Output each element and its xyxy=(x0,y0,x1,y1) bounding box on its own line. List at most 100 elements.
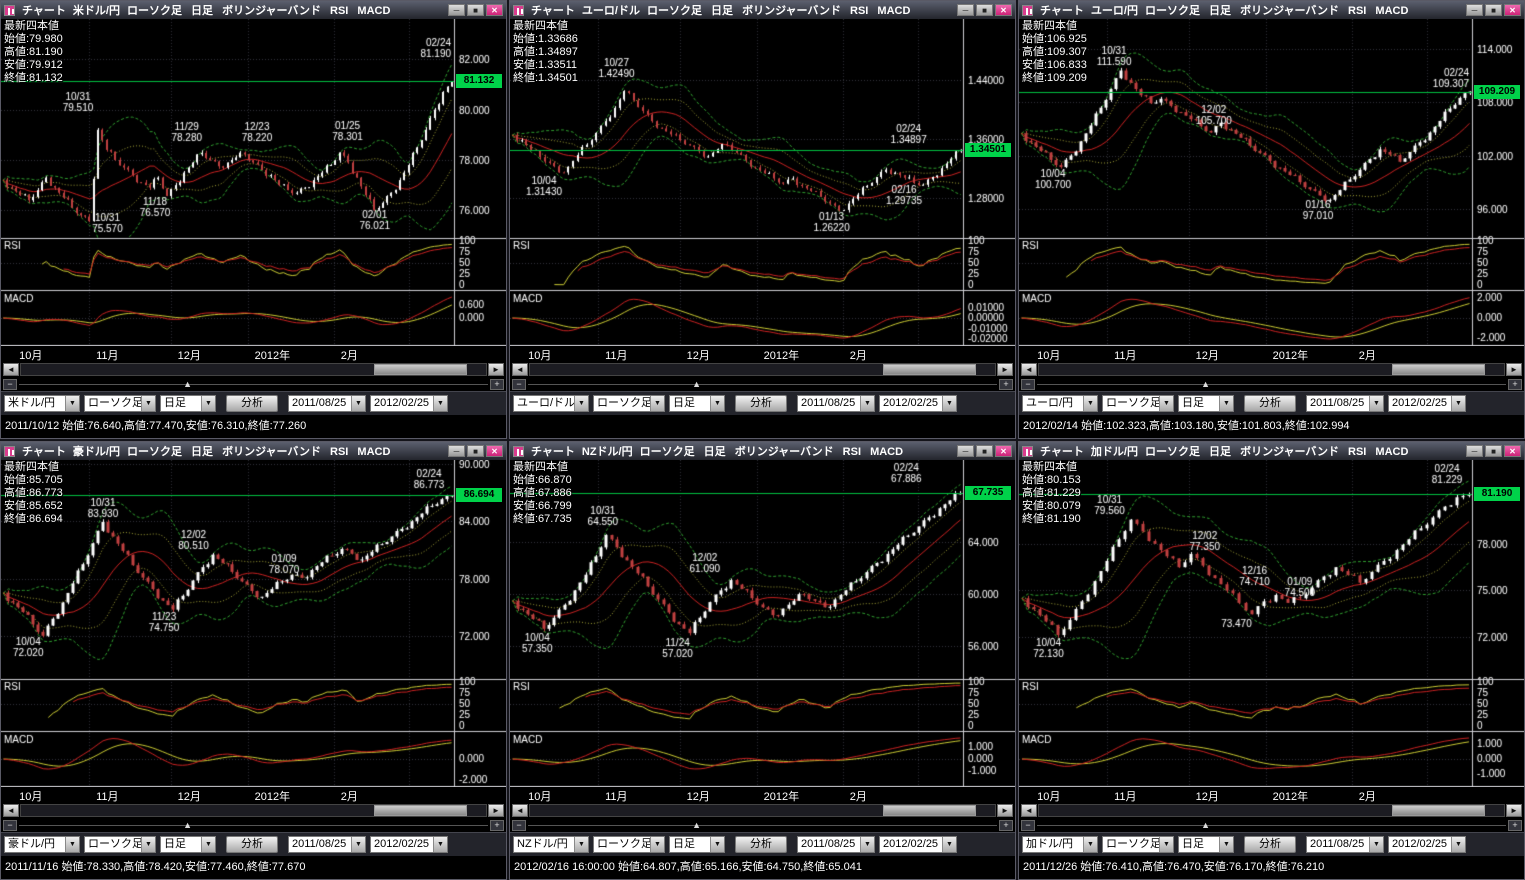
chart-scrollbar[interactable]: ◄ ► xyxy=(1,361,506,377)
zoom-slider-thumb[interactable]: ▲ xyxy=(1201,819,1211,830)
maximize-button[interactable]: ■ xyxy=(467,445,484,457)
zoom-slider[interactable]: − ▲ + xyxy=(510,818,1015,832)
chevron-down-icon[interactable]: ▼ xyxy=(574,396,588,411)
date-from-value[interactable]: 2011/08/25 xyxy=(801,397,856,409)
close-button[interactable]: ✕ xyxy=(995,445,1012,457)
scrollbar-thumb[interactable] xyxy=(1392,804,1486,816)
chevron-down-icon[interactable]: ▼ xyxy=(351,837,365,852)
scroll-right-button[interactable]: ► xyxy=(997,803,1013,817)
scrollbar-track[interactable] xyxy=(20,362,487,376)
pair-select-value[interactable]: ユーロ/ドル xyxy=(517,397,574,409)
zoom-in-button[interactable]: + xyxy=(999,819,1013,831)
date-from-select[interactable]: 2011/08/25 ▼ xyxy=(1306,395,1384,412)
period-select[interactable]: 日足 ▼ xyxy=(669,395,725,412)
window-titlebar[interactable]: チャート NZドル/円 ローソク足 日足 ボリンジャーバンド RSI MACD … xyxy=(510,442,1015,460)
zoom-slider-track[interactable]: ▲ xyxy=(19,379,488,390)
period-select[interactable]: 日足 ▼ xyxy=(160,836,216,853)
chart-scrollbar[interactable]: ◄ ► xyxy=(1019,361,1524,377)
zoom-slider-track[interactable]: ▲ xyxy=(528,379,997,390)
scrollbar-thumb[interactable] xyxy=(1392,363,1486,375)
maximize-button[interactable]: ■ xyxy=(1485,445,1502,457)
chevron-down-icon[interactable]: ▼ xyxy=(710,396,724,411)
date-from-select[interactable]: 2011/08/25 ▼ xyxy=(288,395,366,412)
window-titlebar[interactable]: チャート 米ドル/円 ローソク足 日足 ボリンジャーバンド RSI MACD ─… xyxy=(1,1,506,19)
pair-select-value[interactable]: NZドル/円 xyxy=(517,838,568,850)
chevron-down-icon[interactable]: ▼ xyxy=(141,396,155,411)
chevron-down-icon[interactable]: ▼ xyxy=(650,396,664,411)
date-to-select[interactable]: 2012/02/25 ▼ xyxy=(879,395,957,412)
date-from-value[interactable]: 2011/08/25 xyxy=(292,838,347,850)
zoom-slider-track[interactable]: ▲ xyxy=(1037,820,1506,831)
zoom-out-button[interactable]: − xyxy=(3,819,17,831)
date-from-select[interactable]: 2011/08/25 ▼ xyxy=(797,836,875,853)
chevron-down-icon[interactable]: ▼ xyxy=(351,396,365,411)
scroll-right-button[interactable]: ► xyxy=(1506,803,1522,817)
chevron-down-icon[interactable]: ▼ xyxy=(1369,837,1383,852)
pair-select-value[interactable]: ユーロ/円 xyxy=(1026,397,1074,409)
zoom-slider-thumb[interactable]: ▲ xyxy=(183,378,193,389)
pair-select-value[interactable]: 米ドル/円 xyxy=(8,397,56,409)
zoom-out-button[interactable]: − xyxy=(3,378,17,390)
scroll-left-button[interactable]: ◄ xyxy=(1021,362,1037,376)
scrollbar-thumb[interactable] xyxy=(883,804,977,816)
chart-scrollbar[interactable]: ◄ ► xyxy=(510,802,1015,818)
zoom-slider-thumb[interactable]: ▲ xyxy=(692,819,702,830)
candle-type-select[interactable]: ローソク足 ▼ xyxy=(1102,836,1174,853)
scroll-right-button[interactable]: ► xyxy=(488,803,504,817)
maximize-button[interactable]: ■ xyxy=(467,4,484,16)
zoom-slider-thumb[interactable]: ▲ xyxy=(183,819,193,830)
chevron-down-icon[interactable]: ▼ xyxy=(141,837,155,852)
price-chart-canvas[interactable] xyxy=(1019,460,1524,787)
price-chart-canvas[interactable] xyxy=(510,460,1015,787)
pair-select[interactable]: NZドル/円 ▼ xyxy=(513,836,589,853)
scrollbar-track[interactable] xyxy=(1038,803,1505,817)
period-select[interactable]: 日足 ▼ xyxy=(1178,395,1234,412)
chevron-down-icon[interactable]: ▼ xyxy=(1219,837,1233,852)
scrollbar-thumb[interactable] xyxy=(374,363,468,375)
analysis-button[interactable]: 分析 xyxy=(226,395,278,412)
chevron-down-icon[interactable]: ▼ xyxy=(1083,837,1097,852)
zoom-in-button[interactable]: + xyxy=(490,819,504,831)
analysis-button[interactable]: 分析 xyxy=(735,395,787,412)
chevron-down-icon[interactable]: ▼ xyxy=(1219,396,1233,411)
analysis-button[interactable]: 分析 xyxy=(1244,395,1296,412)
close-button[interactable]: ✕ xyxy=(1504,4,1521,16)
zoom-slider[interactable]: − ▲ + xyxy=(1,377,506,391)
close-button[interactable]: ✕ xyxy=(1504,445,1521,457)
scrollbar-track[interactable] xyxy=(1038,362,1505,376)
pair-select[interactable]: ユーロ/ドル ▼ xyxy=(513,395,589,412)
chevron-down-icon[interactable]: ▼ xyxy=(942,837,956,852)
candle-type-value[interactable]: ローソク足 xyxy=(597,838,650,850)
date-to-value[interactable]: 2012/02/25 xyxy=(883,397,939,409)
period-value[interactable]: 日足 xyxy=(164,397,186,409)
price-chart-canvas[interactable] xyxy=(1,460,506,787)
date-to-select[interactable]: 2012/02/25 ▼ xyxy=(370,395,448,412)
period-select[interactable]: 日足 ▼ xyxy=(160,395,216,412)
minimize-button[interactable]: ─ xyxy=(957,445,974,457)
close-button[interactable]: ✕ xyxy=(486,4,503,16)
date-to-value[interactable]: 2012/02/25 xyxy=(883,838,939,850)
period-select[interactable]: 日足 ▼ xyxy=(669,836,725,853)
scroll-left-button[interactable]: ◄ xyxy=(512,362,528,376)
analysis-button[interactable]: 分析 xyxy=(1244,836,1296,853)
pair-select-value[interactable]: 豪ドル/円 xyxy=(8,838,56,850)
price-chart-canvas[interactable] xyxy=(1019,19,1524,346)
zoom-slider-track[interactable]: ▲ xyxy=(1037,379,1506,390)
candle-type-value[interactable]: ローソク足 xyxy=(1106,838,1159,850)
pair-select[interactable]: 豪ドル/円 ▼ xyxy=(4,836,80,853)
scroll-left-button[interactable]: ◄ xyxy=(3,803,19,817)
candle-type-select[interactable]: ローソク足 ▼ xyxy=(1102,395,1174,412)
date-from-value[interactable]: 2011/08/25 xyxy=(1310,838,1365,850)
maximize-button[interactable]: ■ xyxy=(1485,4,1502,16)
pair-select[interactable]: ユーロ/円 ▼ xyxy=(1022,395,1098,412)
scrollbar-thumb[interactable] xyxy=(883,363,977,375)
date-to-select[interactable]: 2012/02/25 ▼ xyxy=(1388,395,1466,412)
zoom-out-button[interactable]: − xyxy=(1021,378,1035,390)
chevron-down-icon[interactable]: ▼ xyxy=(650,837,664,852)
period-value[interactable]: 日足 xyxy=(164,838,186,850)
chevron-down-icon[interactable]: ▼ xyxy=(433,396,447,411)
scroll-right-button[interactable]: ► xyxy=(488,362,504,376)
scrollbar-track[interactable] xyxy=(529,803,996,817)
chevron-down-icon[interactable]: ▼ xyxy=(201,396,215,411)
chevron-down-icon[interactable]: ▼ xyxy=(65,837,79,852)
